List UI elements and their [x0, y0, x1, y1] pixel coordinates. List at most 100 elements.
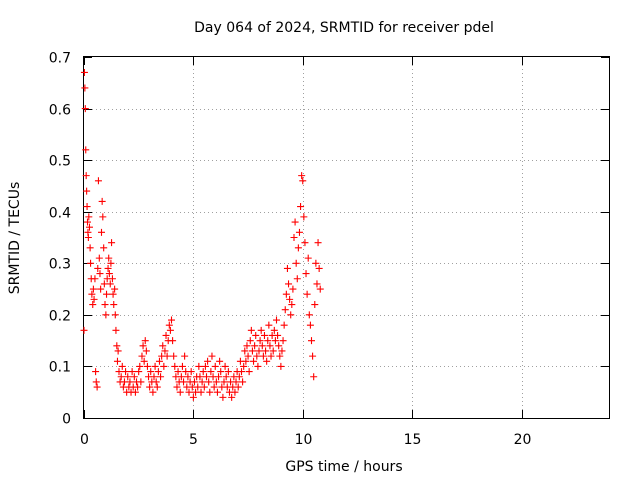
data-point	[199, 368, 207, 376]
axis-ticks: 0 0.1 0.2 0.3 0.4 0.5 0.6 0.7 0 5 10 15 20	[49, 51, 609, 448]
data-point	[275, 342, 283, 350]
data-point	[245, 368, 253, 376]
data-point	[278, 347, 286, 355]
data-point	[98, 228, 105, 236]
data-point	[82, 146, 90, 154]
data-point	[111, 285, 119, 293]
data-point	[254, 362, 262, 370]
data-point	[239, 378, 247, 386]
data-point	[190, 378, 198, 386]
data-point	[126, 378, 134, 386]
y-tick-label: 0.7	[49, 51, 71, 67]
data-point	[80, 326, 88, 334]
data-point	[219, 393, 227, 401]
data-point	[147, 368, 155, 376]
data-point	[208, 352, 216, 360]
data-point	[251, 342, 259, 350]
data-point	[102, 311, 110, 319]
data-point	[255, 347, 263, 355]
data-point	[250, 357, 258, 365]
data-point	[106, 280, 114, 288]
data-point	[124, 373, 132, 381]
data-point	[91, 275, 99, 283]
data-point	[207, 368, 215, 376]
data-point	[308, 337, 315, 345]
data-point	[197, 388, 205, 396]
data-point	[146, 383, 154, 391]
data-point	[96, 270, 104, 278]
data-point	[243, 342, 251, 350]
data-point	[286, 295, 294, 303]
data-point	[216, 357, 224, 365]
data-point	[103, 290, 111, 298]
data-point	[242, 357, 250, 365]
data-point	[83, 187, 91, 195]
data-point	[107, 259, 115, 267]
data-point	[171, 362, 179, 370]
data-point	[304, 254, 312, 262]
data-point	[92, 378, 100, 386]
data-point	[306, 321, 314, 329]
data-point	[154, 368, 162, 376]
data-point	[212, 378, 220, 386]
data-point	[94, 264, 102, 272]
data-point	[152, 378, 160, 386]
data-point	[294, 244, 302, 252]
data-point	[274, 331, 282, 339]
data-point	[288, 301, 296, 309]
data-point	[211, 362, 219, 370]
data-point	[178, 362, 186, 370]
data-point	[315, 264, 323, 272]
data-point	[94, 177, 102, 185]
data-point	[86, 244, 94, 252]
data-point	[270, 326, 278, 334]
data-point	[105, 270, 113, 278]
data-point	[81, 84, 89, 92]
data-point	[135, 368, 143, 376]
y-tick-label: 0.4	[49, 206, 71, 222]
data-point	[100, 244, 108, 252]
data-point	[112, 326, 120, 334]
data-point	[181, 352, 189, 360]
data-point	[111, 311, 119, 319]
data-point	[204, 357, 212, 365]
data-point	[210, 383, 218, 391]
data-point	[302, 270, 310, 278]
data-point	[160, 362, 168, 370]
data-point	[203, 373, 210, 381]
data-point	[271, 337, 279, 345]
data-point	[100, 280, 108, 288]
data-point	[168, 316, 175, 324]
data-point	[115, 368, 123, 376]
data-point	[150, 373, 158, 381]
data-point	[184, 373, 192, 381]
data-point	[142, 347, 150, 355]
data-point	[262, 347, 270, 355]
data-point	[273, 316, 280, 324]
data-point	[153, 383, 161, 391]
data-point	[177, 373, 185, 381]
data-point	[82, 172, 90, 180]
data-point	[260, 331, 268, 339]
data-point	[263, 357, 271, 365]
data-point	[295, 228, 303, 236]
data-point	[285, 280, 293, 288]
data-point	[279, 337, 287, 345]
data-point	[198, 378, 206, 386]
data-point	[85, 213, 93, 221]
data-point	[303, 290, 311, 298]
data-point	[81, 105, 89, 113]
data-point	[246, 337, 254, 345]
data-point	[95, 254, 103, 262]
data-point	[195, 362, 203, 370]
data-point	[196, 373, 204, 381]
data-point	[265, 321, 273, 329]
data-point	[282, 290, 290, 298]
data-point	[141, 337, 149, 345]
data-point	[173, 383, 181, 391]
data-point	[287, 311, 295, 319]
data-point	[162, 331, 170, 339]
data-point	[206, 388, 214, 396]
y-tick-label: 0.5	[49, 154, 71, 170]
